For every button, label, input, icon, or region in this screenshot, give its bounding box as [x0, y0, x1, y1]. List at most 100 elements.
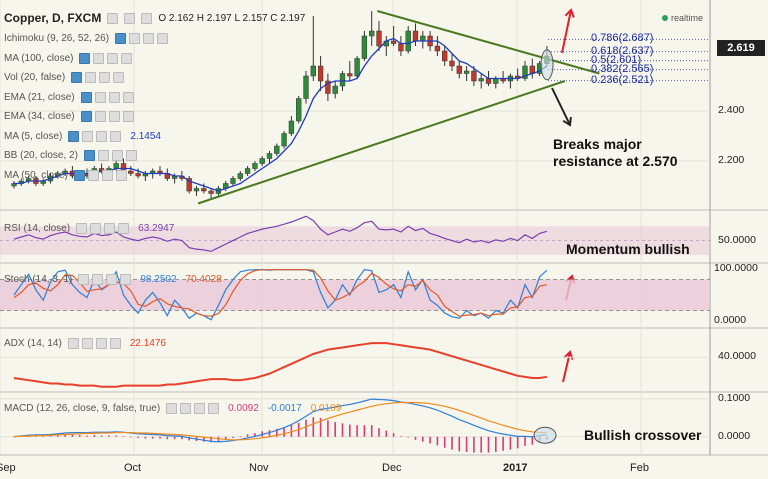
- eye-icon[interactable]: [73, 169, 85, 181]
- pane-legend[interactable]: MACD (12, 26, close, 9, false, true) 0.00…: [4, 403, 341, 414]
- close-icon[interactable]: [157, 33, 169, 44]
- gear-icon[interactable]: [92, 274, 104, 285]
- pane-legend[interactable]: Stoch (14, 3, 1) 98.2502 70.4028: [4, 274, 222, 285]
- price-tick-0: 2.200: [718, 154, 745, 166]
- eye-icon[interactable]: [76, 223, 88, 234]
- indicator-row-2[interactable]: Vol (20, false): [4, 72, 125, 83]
- close-icon[interactable]: [109, 338, 121, 349]
- plus-icon[interactable]: [194, 403, 206, 414]
- candle-body: [339, 73, 346, 87]
- symbol-title[interactable]: Copper, D, FXCM: [4, 11, 102, 25]
- indicator-row-5[interactable]: MA (5, close) 2.1454: [4, 130, 161, 142]
- breakout-highlight: [540, 49, 554, 81]
- close-icon[interactable]: [115, 169, 127, 181]
- momentum-note: Momentum bullish: [566, 241, 690, 257]
- candle-body: [405, 30, 411, 52]
- candle-body: [317, 65, 324, 82]
- eye-icon[interactable]: [166, 403, 178, 414]
- pane-legend[interactable]: RSI (14, close) 63.2947: [4, 223, 174, 234]
- candle-body: [347, 73, 353, 77]
- plus-icon[interactable]: [101, 169, 113, 181]
- candle-body: [201, 188, 207, 192]
- candle-body: [449, 60, 455, 67]
- indicator-row-1[interactable]: MA (100, close): [4, 52, 133, 64]
- indicator-label: BB (20, close, 2): [4, 150, 78, 161]
- plus-icon[interactable]: [99, 72, 111, 83]
- close-icon[interactable]: [110, 130, 122, 142]
- pane-value: 63.2947: [138, 223, 175, 234]
- indicator-row-0[interactable]: Ichimoku (9, 26, 52, 26): [4, 33, 169, 44]
- gear-icon[interactable]: [93, 52, 105, 64]
- realtime-indicator: realtime: [662, 13, 703, 23]
- price-tick-1: 2.400: [718, 104, 745, 116]
- close-icon[interactable]: [121, 52, 133, 64]
- indicator-label: MA (50, close): [4, 169, 68, 181]
- plus-icon[interactable]: [111, 150, 123, 161]
- pane-legend[interactable]: ADX (14, 14) 22.1476: [4, 338, 166, 349]
- pane-label: RSI (14, close): [4, 223, 71, 234]
- gear-icon[interactable]: [107, 12, 119, 24]
- gear-icon[interactable]: [180, 403, 192, 414]
- crossover-note: Bullish crossover: [584, 427, 702, 443]
- candle-body: [274, 145, 280, 154]
- macd-tick-0: 0.1000: [718, 391, 751, 404]
- close-icon[interactable]: [122, 111, 134, 122]
- pane-value: 0.0109: [310, 403, 342, 414]
- macd-line: [13, 398, 547, 443]
- plus-icon[interactable]: [108, 111, 120, 122]
- plus-icon[interactable]: [106, 274, 118, 285]
- close-icon[interactable]: [113, 72, 125, 83]
- resistance-trendline: [377, 10, 600, 75]
- close-icon[interactable]: [141, 12, 153, 24]
- gear-icon[interactable]: [94, 111, 106, 122]
- eye-icon[interactable]: [124, 12, 136, 24]
- eye-icon[interactable]: [83, 150, 95, 161]
- indicator-row-3[interactable]: EMA (21, close): [4, 91, 134, 103]
- candle-body: [325, 80, 331, 94]
- breakout-note: Breaks major resistance at 2.570: [553, 136, 678, 169]
- fib-label-4: 0.236(2.521): [591, 73, 654, 86]
- candle-body: [354, 58, 360, 77]
- gear-icon[interactable]: [129, 33, 141, 44]
- plus-icon[interactable]: [143, 33, 155, 44]
- plus-icon[interactable]: [96, 130, 108, 142]
- eye-icon[interactable]: [68, 130, 80, 142]
- close-icon[interactable]: [125, 150, 137, 161]
- close-icon[interactable]: [118, 223, 130, 234]
- close-icon[interactable]: [208, 403, 220, 414]
- indicator-label: Ichimoku (9, 26, 52, 26): [4, 33, 110, 44]
- gear-icon[interactable]: [82, 130, 94, 142]
- plus-icon[interactable]: [107, 52, 119, 64]
- close-icon[interactable]: [120, 274, 132, 285]
- eye-icon[interactable]: [67, 338, 79, 349]
- plus-icon[interactable]: [104, 223, 116, 234]
- eye-icon[interactable]: [71, 72, 83, 83]
- indicator-value: 2.1454: [130, 130, 161, 142]
- close-icon[interactable]: [122, 91, 134, 103]
- indicator-row-6[interactable]: BB (20, close, 2): [4, 150, 137, 161]
- eye-icon[interactable]: [78, 274, 90, 285]
- eye-icon[interactable]: [80, 91, 92, 103]
- gear-icon[interactable]: [85, 72, 97, 83]
- candle-body: [193, 188, 200, 192]
- time-label-1: Oct: [124, 462, 142, 474]
- plus-icon[interactable]: [108, 91, 120, 103]
- indicator-label: EMA (21, close): [4, 91, 75, 103]
- eye-icon[interactable]: [79, 52, 91, 64]
- gear-icon[interactable]: [97, 150, 109, 161]
- macd-tick-1: 0.0000: [718, 429, 751, 442]
- pane-label: MACD (12, 26, close, 9, false, true): [4, 403, 161, 414]
- gear-icon[interactable]: [81, 338, 93, 349]
- eye-icon[interactable]: [80, 111, 92, 122]
- candle-body: [281, 133, 287, 147]
- eye-icon[interactable]: [115, 33, 127, 44]
- gear-icon[interactable]: [90, 223, 102, 234]
- indicator-row-7[interactable]: MA (50, close): [4, 169, 127, 181]
- indicator-row-4[interactable]: EMA (34, close): [4, 111, 134, 122]
- candle-body: [485, 78, 492, 84]
- candle-body: [390, 40, 397, 44]
- gear-icon[interactable]: [94, 91, 106, 103]
- gear-icon[interactable]: [87, 169, 99, 181]
- candle-body: [128, 170, 134, 174]
- plus-icon[interactable]: [95, 338, 107, 349]
